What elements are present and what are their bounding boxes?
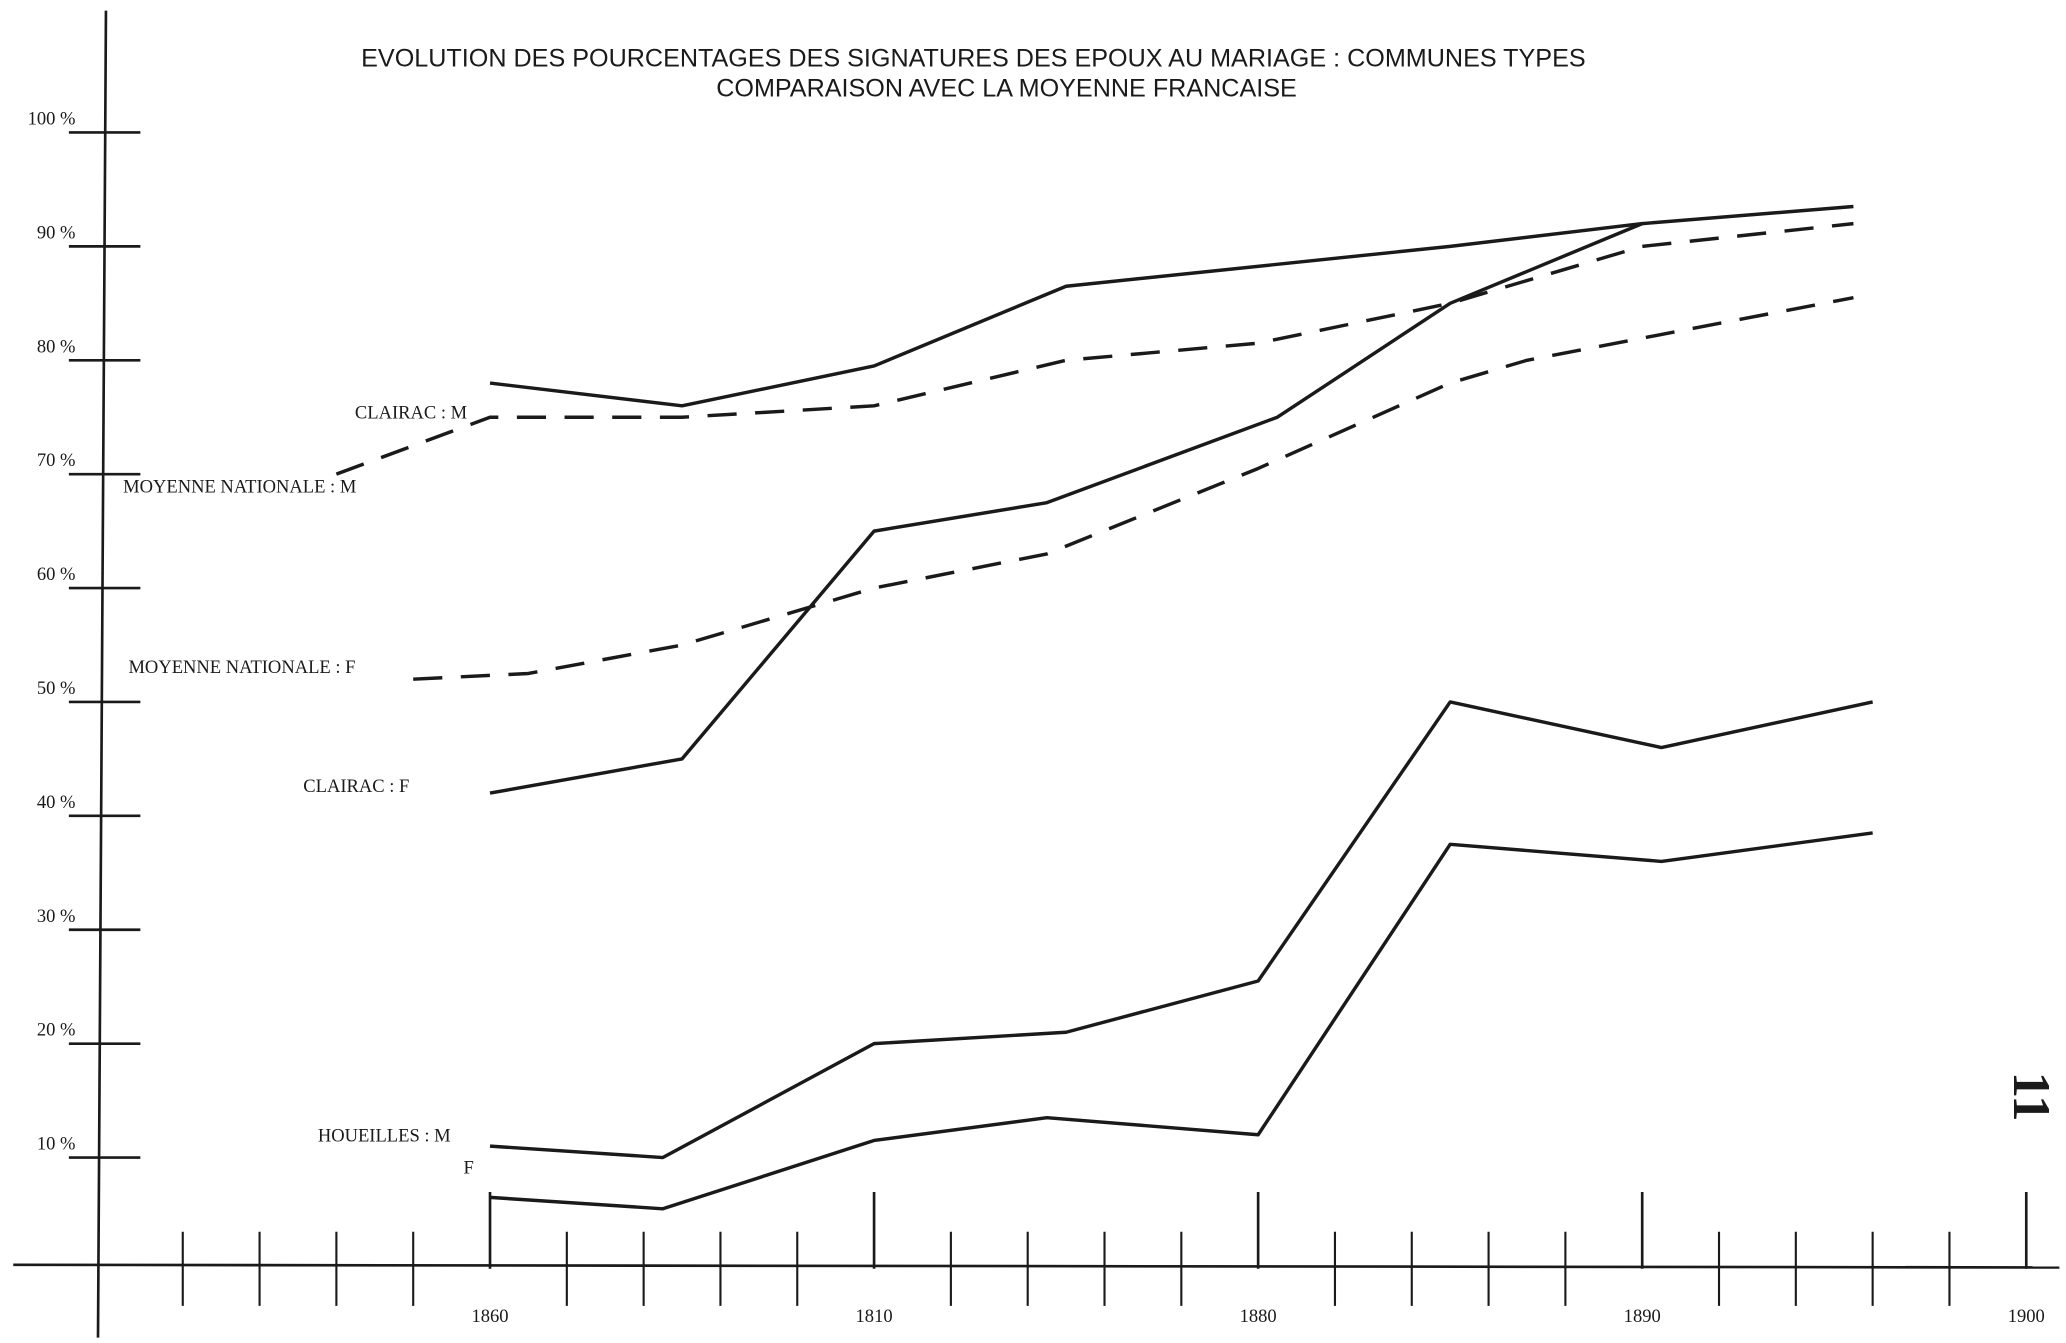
y-tick-label: 90 % [37,222,76,243]
series-line [489,831,1873,1211]
x-tick-label: 1880 [1240,1306,1277,1327]
x-tick-label: 1810 [856,1306,893,1327]
series-line [489,700,1874,1160]
chart-title: EVOLUTION DES POURCENTAGES DES SIGNATURE… [361,44,1586,72]
x-tick-label: 1900 [2008,1306,2045,1327]
series-line [413,295,1854,681]
series-label: MOYENNE NATIONALE : M [123,477,356,498]
y-tick-label: 70 % [37,450,76,471]
x-tick-label: 1860 [471,1306,508,1327]
series-line [489,222,1643,795]
y-axis [96,10,108,1338]
series-label: F [464,1157,474,1178]
y-tick-label: 20 % [37,1020,76,1041]
y-tick-label: 60 % [37,564,76,585]
y-tick-label: 100 % [28,109,76,130]
x-axis [13,1263,2060,1269]
series-label: MOYENNE NATIONALE : F [128,657,355,678]
y-tick-label: 10 % [37,1134,76,1155]
series-label: CLAIRAC : F [303,776,409,797]
y-tick-label: 80 % [37,336,76,357]
y-tick-label: 30 % [37,906,76,927]
series-line [489,204,1854,408]
series-line [335,221,1854,476]
y-tick-label: 50 % [37,678,76,699]
chart-subtitle: COMPARAISON AVEC LA MOYENNE FRANCAISE [716,75,1297,103]
x-tick-label: 1890 [1624,1306,1661,1327]
series-label: HOUEILLES : M [318,1126,451,1147]
series-label: CLAIRAC : M [355,403,467,424]
y-tick-label: 40 % [37,792,76,813]
page-number: 11 [2002,1072,2060,1122]
